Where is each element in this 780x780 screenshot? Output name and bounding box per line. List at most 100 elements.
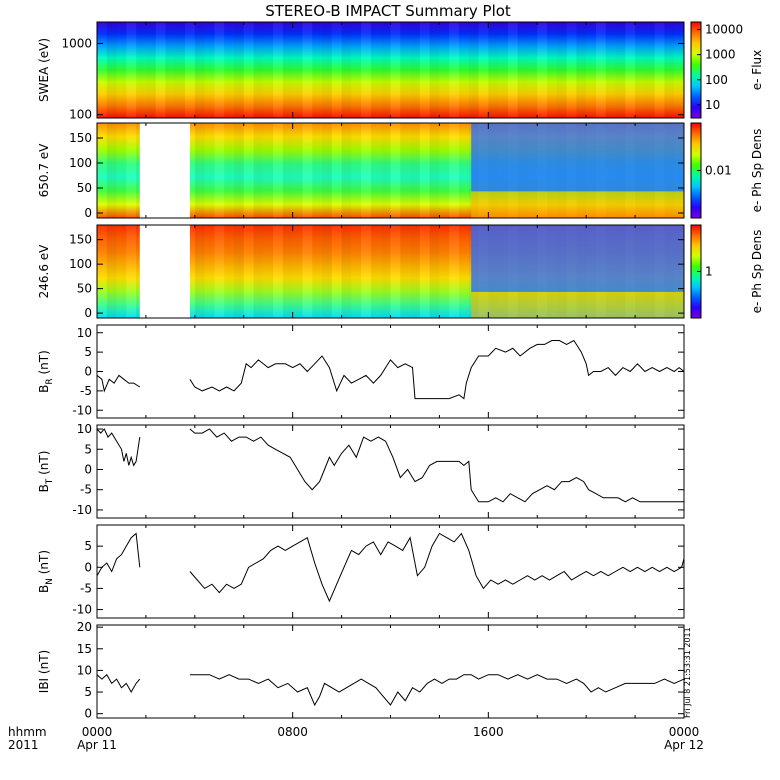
pad246-colorbar-label: e- Ph Sp Dens [750,230,764,314]
swea-texture [537,22,548,118]
bt-ytick-label: -5 [80,483,92,497]
swea-texture [312,22,322,118]
pad246-ytick-label: 0 [84,306,92,320]
time-tick-label: 1600 [473,725,504,739]
swea-colorbar-tick-label: 10000 [705,23,743,37]
swea-texture [664,22,675,118]
swea-colorbar-tick-label: 1000 [705,48,736,62]
pad246-depletion-region [471,225,684,292]
swea-texture [185,22,195,118]
pad650-texture [322,123,332,218]
ylabel-main: B [37,484,51,492]
pad246-texture [253,225,264,318]
pad246-texture [106,225,117,318]
pad246-texture [205,225,215,318]
pad246-texture [273,225,283,318]
swea-texture [351,22,361,118]
swea-texture [263,22,274,118]
pad650-texture [370,123,381,218]
ylabel-unit: (nT) [37,650,51,678]
pad246-texture [351,225,361,318]
pad246-texture [419,225,430,318]
bmag-ytick-label: 15 [77,642,92,656]
pad650-texture [263,123,274,218]
time-axis-year-label: 2011 [8,738,39,752]
timestamp-stamp: Fri Jul 8 21:53:31 2011 [683,627,692,718]
swea-ylabel: SWEA (eV) [37,38,51,102]
bt-ytick-label: -10 [72,503,92,517]
swea-texture [390,22,401,118]
bmag-ylabel: IBI (nT) [37,650,51,693]
swea-texture [194,22,205,118]
swea-texture [605,22,616,118]
pad650-ytick-label: 100 [69,156,92,170]
pad650-texture [282,123,293,218]
pad650-texture [126,123,137,218]
pad650-texture [439,123,449,218]
swea-texture [243,22,254,118]
swea-texture [341,22,352,118]
time-tick-label: 0800 [277,725,308,739]
swea-texture [136,22,146,118]
swea-texture [586,22,596,118]
pad650-texture [194,123,205,218]
pad246-texture [332,225,342,318]
pad246-ytick-label: 150 [69,233,92,247]
ylabel-subscript: N [45,578,55,585]
pad246-texture [117,225,127,318]
bt-ylabel: BT (nT) [37,451,55,493]
pad246-texture [233,225,244,318]
swea-texture [205,22,215,118]
pad650-ytick-label: 0 [84,206,92,220]
pad650-texture [459,123,469,218]
bmag-trace [96,673,141,694]
pad246-texture [224,225,234,318]
pad246-texture [214,225,225,318]
pad246-texture [459,225,469,318]
pad246-texture [126,225,137,318]
pad650-colorbar-tick-label: 0.01 [705,164,732,178]
pad650-texture [97,123,107,218]
pad246-ytick-label: 50 [77,282,92,296]
time-tick-label: 0000 [82,725,113,739]
br-ytick-label: -5 [80,384,92,398]
swea-texture [400,22,411,118]
swea-colorbar [690,21,702,119]
pad650-colorbar-label: e- Ph Sp Dens [750,129,764,213]
swea-texture [527,22,538,118]
pad246-texture [341,225,352,318]
pad650-texture [117,123,127,218]
pad650-texture [390,123,401,218]
pad246-texture [302,225,313,318]
pad650-ylabel: 650.7 eV [37,143,51,198]
pad650-texture [292,123,303,218]
pad650-ytick-label: 150 [69,131,92,145]
pad650-texture [205,123,215,218]
ylabel-main: B [37,385,51,393]
swea-texture [507,22,518,118]
pad650-texture [185,123,195,218]
pad650-texture [243,123,254,218]
pad650-depletion-region [471,123,684,192]
swea-texture [644,22,655,118]
pad650-texture [233,123,244,218]
swea-texture [517,22,528,118]
swea-texture [145,22,156,118]
swea-texture [322,22,332,118]
bt-ytick-label: 0 [84,462,92,476]
bn-trace [189,532,685,603]
br-ytick-label: 0 [84,365,92,379]
bt-frame [96,424,685,519]
br-trace [189,339,685,400]
pad246-texture [390,225,401,318]
swea-texture [576,22,587,118]
swea-texture [439,22,449,118]
pad246-texture [97,225,107,318]
pad246-texture [429,225,440,318]
pad246-texture [194,225,205,318]
swea-texture [449,22,459,118]
br-trace [96,374,141,393]
pad246-texture [410,225,420,318]
